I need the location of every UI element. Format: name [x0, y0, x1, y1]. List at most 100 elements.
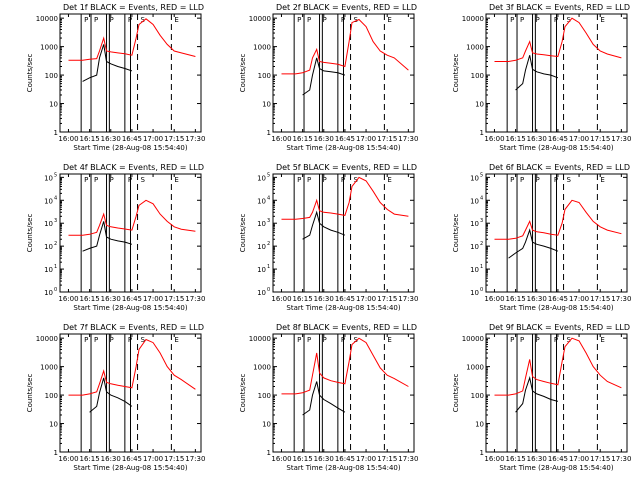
- interval-marker: P: [554, 16, 558, 24]
- y-tick-label: 10000: [36, 15, 58, 23]
- x-tick-label: 16:45: [548, 455, 568, 463]
- y-tick-label: 10: [257, 243, 266, 251]
- x-tick-label: 16:45: [548, 295, 568, 303]
- interval-marker: S: [567, 176, 572, 184]
- x-tick-label: 16:30: [314, 295, 334, 303]
- y-axis-label: Counts/sec: [239, 54, 247, 93]
- y-tick-label: 10000: [462, 15, 484, 23]
- x-axis-label: Start Time (28-Aug-08 15:54:40): [73, 464, 187, 472]
- interval-marker: P: [128, 336, 132, 344]
- panel-title: Det 4f BLACK = Events, RED = LLD: [63, 163, 204, 172]
- x-tick-label: 16:30: [527, 455, 547, 463]
- series-events: [508, 228, 559, 259]
- series-lld: [68, 18, 196, 61]
- panel-title: Det 8f BLACK = Events, RED = LLD: [276, 323, 417, 332]
- x-tick-label: 16:30: [314, 455, 334, 463]
- interval-marker: P: [84, 336, 88, 344]
- y-tick-label: 10000: [36, 335, 58, 343]
- y-tick-label: 1000: [466, 364, 484, 372]
- x-tick-label: 17:00: [356, 295, 376, 303]
- x-tick-label: 17:30: [398, 455, 418, 463]
- x-axis-label: Start Time (28-Aug-08 15:54:40): [286, 464, 400, 472]
- series-lld: [494, 337, 622, 396]
- y-tick-exponent: 4: [480, 195, 483, 201]
- x-tick-label: 17:00: [569, 295, 589, 303]
- y-tick-label: 100: [258, 392, 271, 400]
- x-tick-label: 17:15: [590, 135, 610, 143]
- y-tick-exponent: 4: [267, 195, 270, 201]
- interval-marker: P: [94, 176, 98, 184]
- series-events: [302, 57, 346, 96]
- series-events: [515, 55, 559, 91]
- series-events: [82, 221, 133, 252]
- interval-marker: P: [554, 336, 558, 344]
- y-tick-exponent: 0: [267, 287, 270, 293]
- x-tick-label: 17:15: [377, 295, 397, 303]
- y-tick-label: 100: [471, 392, 484, 400]
- y-tick-label: 1: [267, 129, 271, 137]
- y-tick-label: 10: [470, 243, 479, 251]
- interval-marker: P: [110, 16, 114, 24]
- x-axis-label: Start Time (28-Aug-08 15:54:40): [73, 144, 187, 152]
- series-events: [89, 377, 133, 413]
- y-tick-exponent: 0: [480, 287, 483, 293]
- interval-marker: P: [341, 16, 345, 24]
- y-tick-label: 10: [470, 289, 479, 297]
- y-tick-label: 1: [267, 449, 271, 457]
- interval-marker: S: [567, 16, 572, 24]
- y-tick-label: 10: [262, 101, 271, 109]
- interval-marker: S: [141, 336, 146, 344]
- y-tick-label: 1000: [253, 364, 271, 372]
- x-tick-label: 16:15: [293, 295, 313, 303]
- x-tick-label: 16:00: [271, 295, 291, 303]
- x-tick-label: 17:30: [185, 135, 205, 143]
- x-tick-label: 16:00: [271, 135, 291, 143]
- y-axis-label: Counts/sec: [26, 54, 34, 93]
- interval-marker: P: [307, 336, 311, 344]
- interval-marker: P: [84, 16, 88, 24]
- x-tick-label: 16:30: [101, 455, 121, 463]
- y-tick-exponent: 1: [267, 264, 270, 270]
- x-tick-label: 16:00: [58, 295, 78, 303]
- y-tick-exponent: 5: [267, 172, 270, 178]
- y-tick-exponent: 4: [54, 195, 57, 201]
- y-tick-label: 10: [470, 174, 479, 182]
- x-tick-label: 16:30: [314, 135, 334, 143]
- y-tick-label: 1000: [253, 44, 271, 52]
- x-tick-label: 16:00: [484, 135, 504, 143]
- x-tick-label: 17:30: [185, 295, 205, 303]
- interval-marker: P: [94, 16, 98, 24]
- y-tick-label: 10: [44, 174, 53, 182]
- panel-title: Det 9f BLACK = Events, RED = LLD: [489, 323, 630, 332]
- x-tick-label: 16:45: [335, 135, 355, 143]
- y-axis-label: Counts/sec: [452, 374, 460, 413]
- y-axis-label: Counts/sec: [452, 54, 460, 93]
- y-tick-exponent: 3: [54, 218, 57, 224]
- x-tick-label: 17:30: [611, 455, 631, 463]
- x-tick-label: 17:00: [569, 135, 589, 143]
- x-tick-label: 16:15: [80, 455, 100, 463]
- series-lld: [281, 176, 409, 220]
- panel-title: Det 3f BLACK = Events, RED = LLD: [489, 3, 630, 12]
- panel-title: Det 7f BLACK = Events, RED = LLD: [63, 323, 204, 332]
- series-events: [302, 210, 346, 240]
- x-tick-label: 16:00: [484, 295, 504, 303]
- x-tick-label: 17:30: [611, 295, 631, 303]
- series-lld: [281, 337, 409, 395]
- x-tick-label: 16:45: [122, 135, 142, 143]
- x-axis-label: Start Time (28-Aug-08 15:54:40): [499, 464, 613, 472]
- x-tick-label: 17:30: [398, 135, 418, 143]
- y-tick-label: 1000: [40, 44, 58, 52]
- series-events: [82, 44, 133, 82]
- y-tick-exponent: 3: [480, 218, 483, 224]
- y-tick-label: 10: [257, 266, 266, 274]
- x-axis-label: Start Time (28-Aug-08 15:54:40): [499, 144, 613, 152]
- y-tick-label: 10: [44, 243, 53, 251]
